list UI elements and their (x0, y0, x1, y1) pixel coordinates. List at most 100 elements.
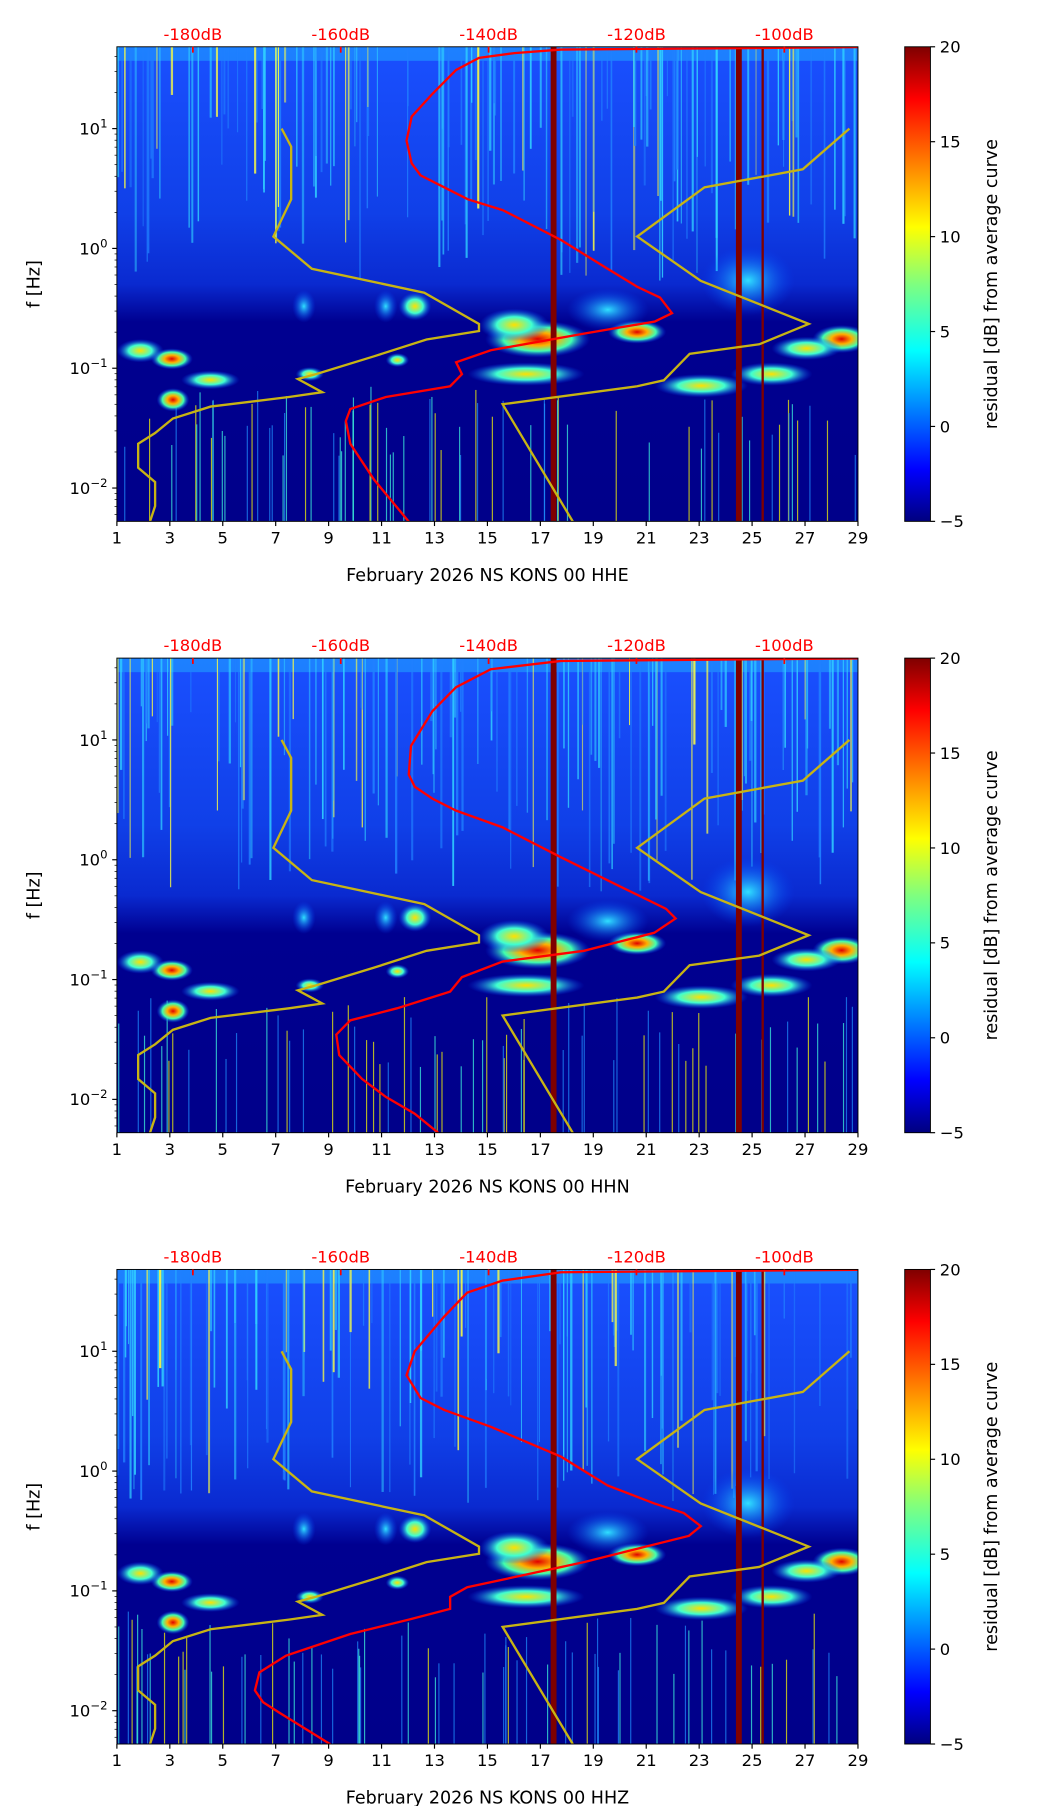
lf-streak (150, 998, 152, 1133)
noise-streak (372, 658, 375, 794)
x-tick-label: 13 (424, 1140, 445, 1159)
lf-streak (568, 1002, 570, 1133)
noise-streak (413, 1269, 416, 1496)
noise-streak (611, 658, 613, 870)
lf-streak (141, 1628, 143, 1745)
noise-streak (856, 1269, 858, 1410)
noise-streak (238, 658, 240, 890)
noise-streak (633, 46, 637, 146)
noise-streak (285, 1269, 288, 1353)
noise-streak (156, 658, 158, 723)
noise-streak (537, 1269, 539, 1501)
noise-streak (513, 46, 516, 174)
lf-streak (643, 1035, 645, 1133)
noise-streak (766, 46, 770, 223)
microseism-blob (479, 1531, 550, 1565)
noise-streak (560, 46, 563, 275)
lf-streak (718, 432, 720, 522)
lf-streak (161, 1046, 163, 1133)
noise-streak (117, 1269, 119, 1476)
noise-streak (366, 46, 369, 209)
noise-streak (494, 46, 497, 116)
lf-streak (647, 1010, 649, 1133)
x-tick-label: 7 (270, 1751, 280, 1770)
noise-streak (329, 1269, 333, 1351)
x-tick-label: 13 (424, 529, 445, 548)
hf-band (116, 658, 858, 673)
lf-streak (472, 1039, 475, 1133)
noise-streak (332, 1269, 335, 1373)
lf-streak (788, 413, 790, 522)
noise-streak (729, 46, 732, 162)
noise-streak (320, 46, 323, 173)
lf-streak (302, 1652, 304, 1745)
noise-streak (355, 658, 358, 781)
x-tick-label: 15 (477, 529, 498, 548)
noise-streak (223, 46, 226, 115)
noise-streak (630, 658, 632, 853)
noise-streak (263, 46, 265, 193)
lf-streak (760, 1666, 762, 1745)
noise-streak (168, 658, 171, 808)
microseism-blob (385, 964, 410, 979)
microseism-blob (566, 288, 649, 331)
noise-streak (399, 1269, 401, 1427)
noise-streak (850, 658, 852, 812)
x-tick-label: 3 (165, 1140, 175, 1159)
noise-streak (640, 46, 643, 140)
top-db-label: -140dB (459, 1247, 518, 1266)
noise-streak (116, 46, 120, 178)
y-tick-label: 100 (79, 1459, 107, 1481)
lf-streak (566, 424, 569, 522)
x-tick-label: 21 (636, 1140, 657, 1159)
microseism-blob (181, 1593, 240, 1612)
lf-streak (332, 1011, 334, 1133)
noise-streak (763, 658, 765, 815)
noise-streak (435, 1269, 438, 1392)
lf-streak (688, 426, 690, 522)
noise-streak (246, 46, 248, 201)
lf-streak (283, 412, 286, 522)
x-tick-label: 27 (795, 1751, 816, 1770)
noise-streak (628, 658, 631, 726)
nhnm-curve (500, 1350, 851, 1745)
noise-streak (190, 658, 192, 713)
noise-streak (588, 658, 591, 888)
noise-streak (618, 658, 621, 739)
x-tick-label: 1 (112, 529, 122, 548)
lf-streak (344, 421, 346, 522)
noise-streak (464, 1269, 467, 1328)
top-db-label: -120dB (607, 636, 666, 655)
data-gap-bar (761, 658, 764, 1133)
x-tick-label: 29 (848, 1751, 869, 1770)
top-db-label: -160dB (311, 25, 370, 44)
noise-streak (559, 1269, 561, 1345)
lf-streak (596, 1618, 599, 1745)
microseism-blob (398, 292, 432, 321)
noise-streak (749, 658, 752, 761)
lf-streak (369, 404, 371, 522)
lf-streak (684, 1625, 687, 1745)
lf-streak (210, 437, 213, 522)
lf-streak (797, 420, 799, 522)
lf-streak (523, 1059, 525, 1133)
colorbar-label: residual [dB] from average curve (982, 1362, 1002, 1652)
lf-streak (854, 454, 856, 522)
noise-streak (134, 46, 137, 272)
noise-streak (389, 1269, 391, 1493)
lf-streak (246, 425, 248, 522)
lf-streak (311, 1646, 313, 1745)
noise-streak (594, 658, 597, 761)
noise-streak (409, 1269, 412, 1404)
x-tick-label: 3 (165, 529, 175, 548)
lf-streak (429, 399, 431, 522)
noise-streak (818, 658, 821, 858)
noise-streak (277, 658, 280, 737)
lf-streak (266, 1007, 268, 1133)
noise-streak (849, 1269, 852, 1358)
microseism-blob (292, 901, 316, 934)
noise-streak (161, 1269, 164, 1387)
x-axis-label: February 2026 NS KONS 00 HHE (346, 566, 628, 586)
lf-streak (482, 1040, 484, 1133)
lf-streak (459, 455, 462, 522)
